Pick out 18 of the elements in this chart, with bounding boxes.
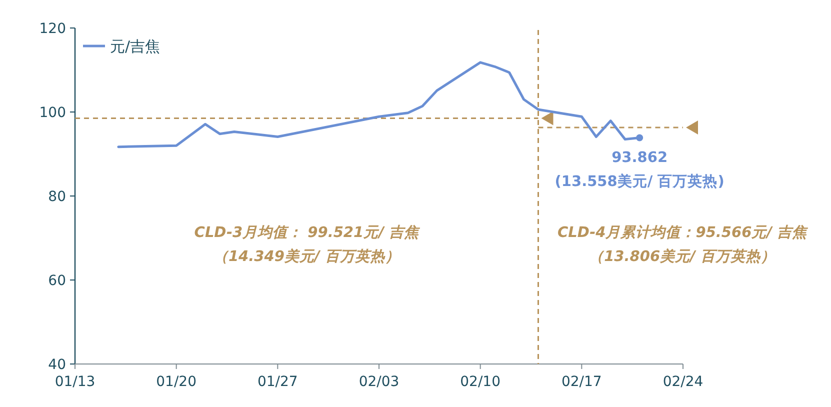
- annotation: 93.862 (13.558美元/ 百万英热): [554, 150, 724, 190]
- x-tick-label: 02/10: [460, 374, 501, 390]
- y-tick-label: 80: [48, 188, 66, 205]
- y-tick-label: 60: [48, 272, 66, 289]
- annotation: CLD-4月累计均值：95.566元/ 吉焦: [557, 224, 810, 241]
- annotation: CLD-3月均值： 99.521元/ 吉焦: [194, 224, 421, 241]
- y-tick-label: 120: [39, 20, 66, 37]
- x-tick-label: 02/24: [662, 374, 704, 390]
- x-tick-label: 01/13: [54, 374, 96, 390]
- x-tick-label: 02/03: [358, 374, 400, 390]
- x-tick-label: 02/17: [561, 374, 602, 390]
- legend-label: 元/吉焦: [110, 37, 160, 56]
- x-tick-label: 01/27: [257, 374, 298, 390]
- x-tick-label: 01/20: [156, 374, 197, 390]
- y-tick-label: 100: [39, 104, 66, 121]
- annotation: （13.806美元/ 百万英热）: [589, 248, 776, 265]
- annotation: （14.349美元/ 百万英热）: [213, 248, 400, 265]
- y-tick-label: 40: [48, 356, 66, 373]
